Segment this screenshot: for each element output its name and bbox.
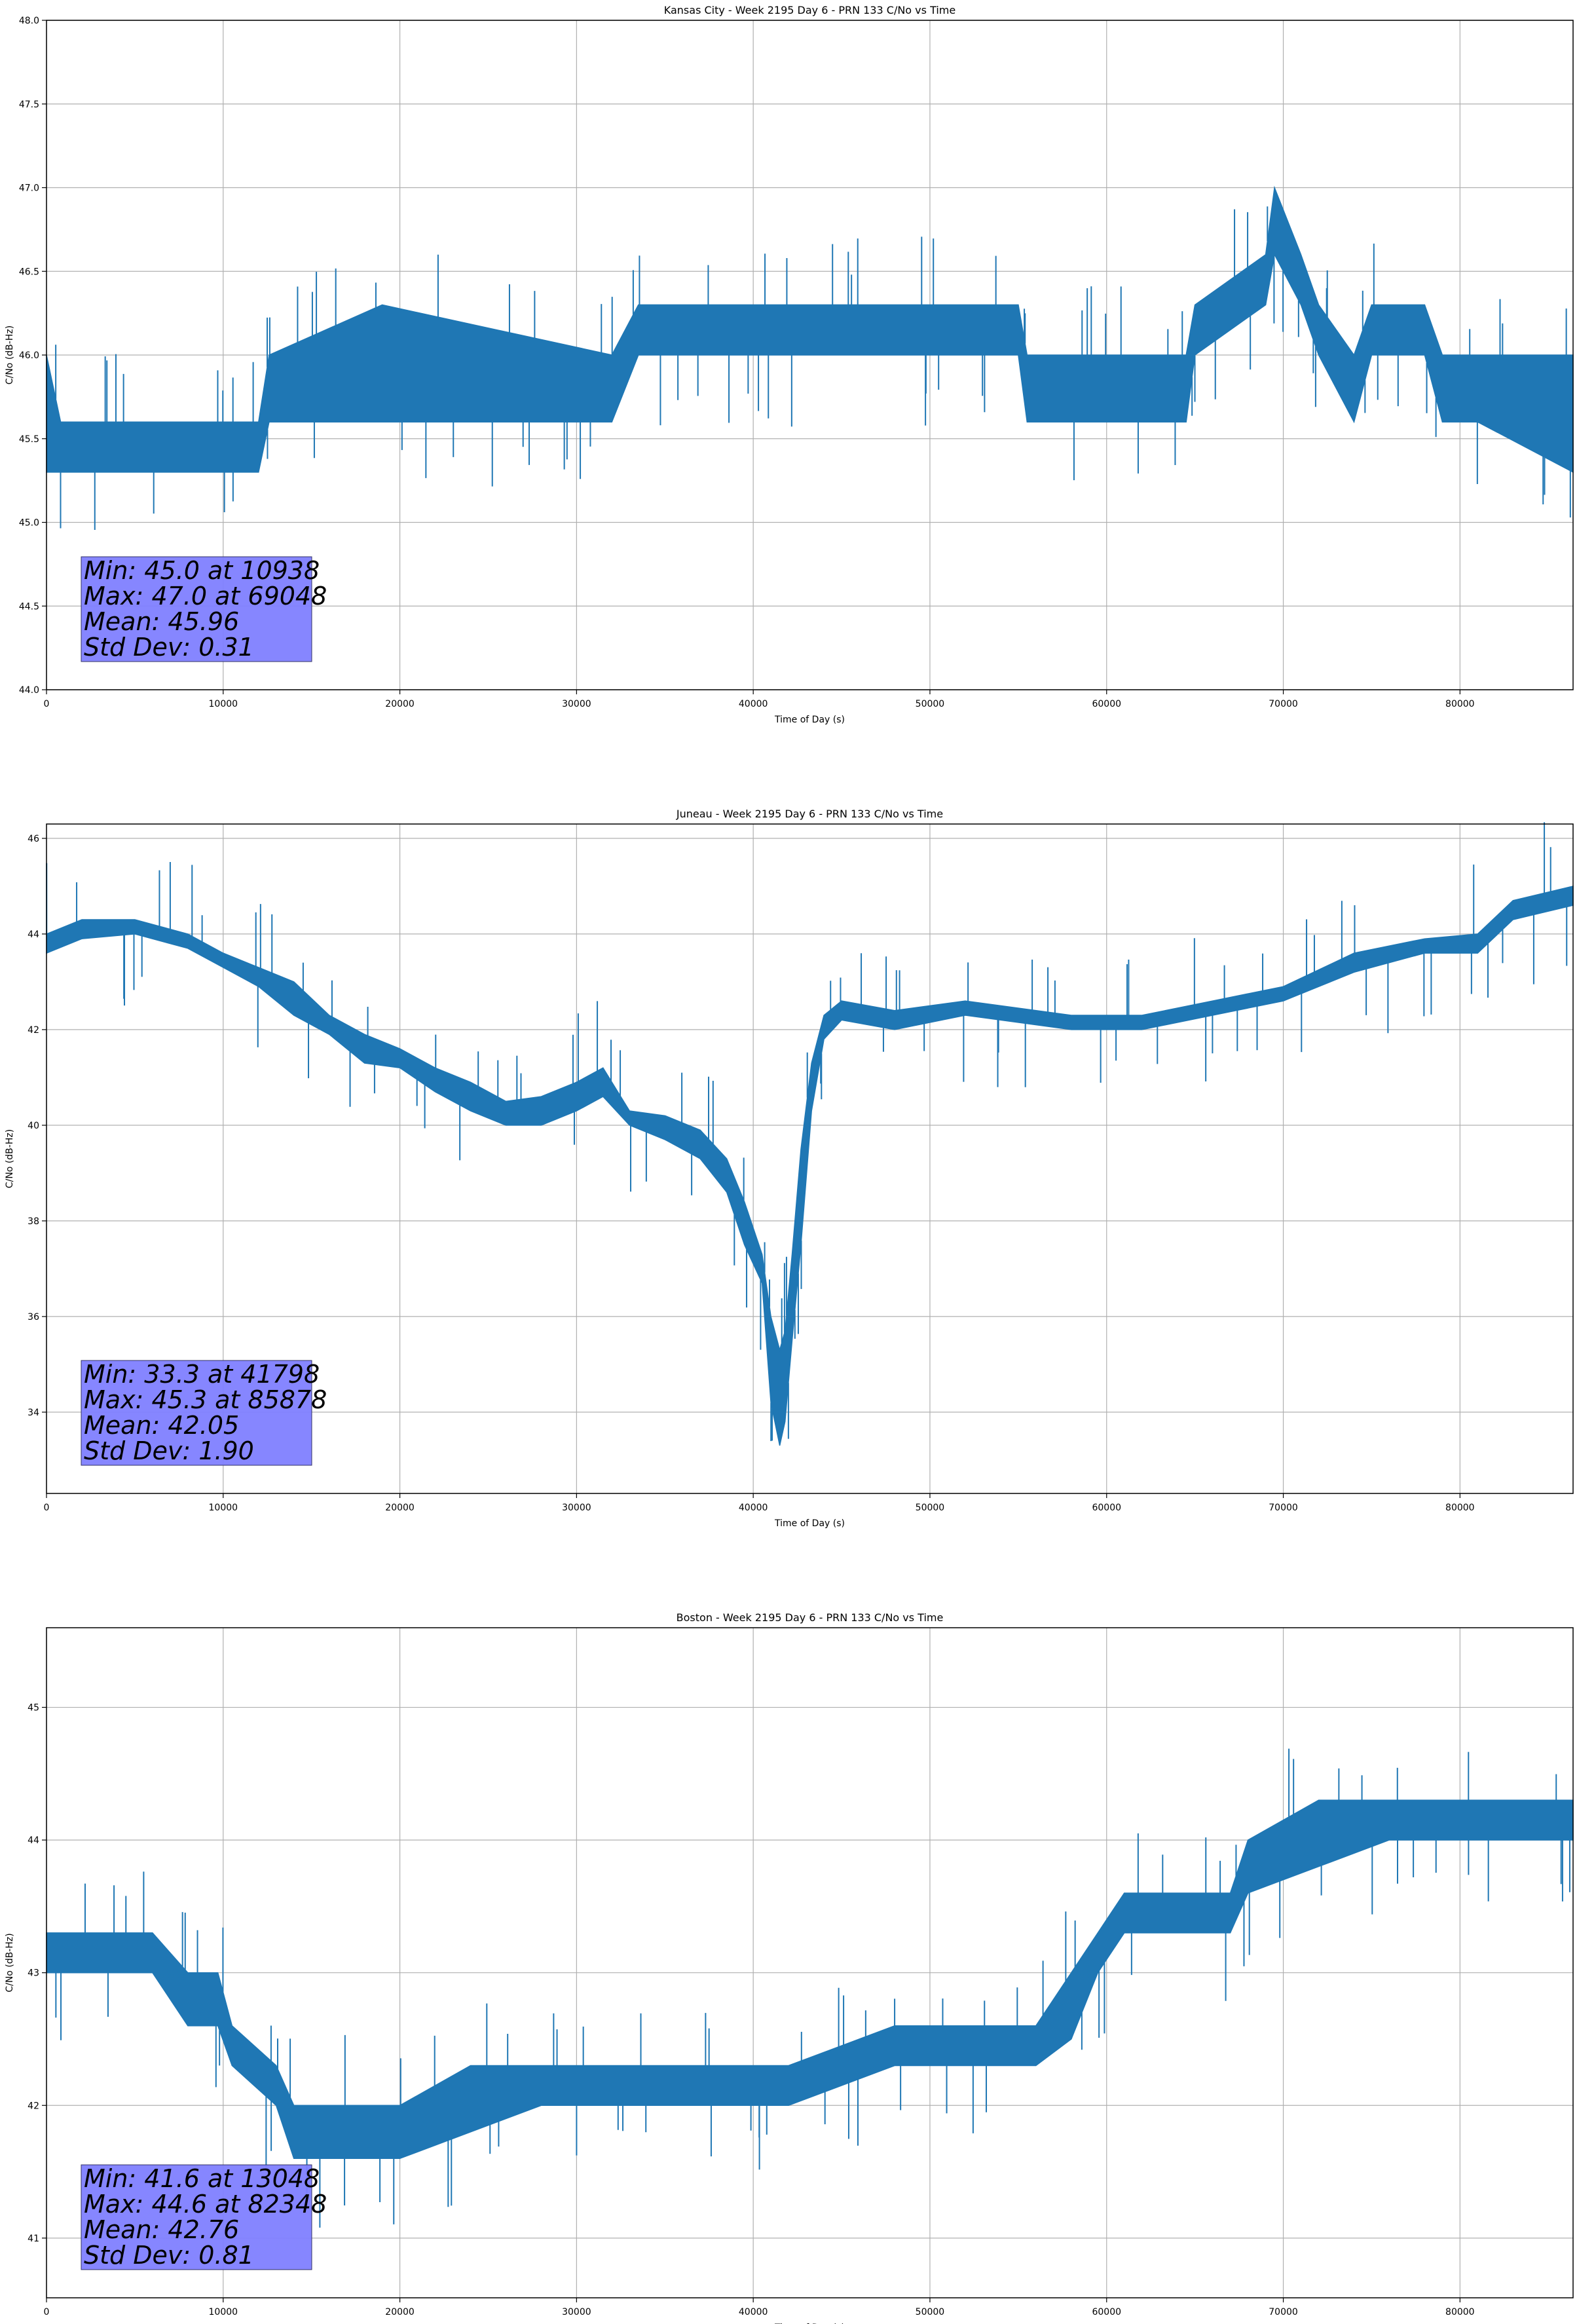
stats-line: Min: 33.3 at 41798 <box>84 1360 320 1389</box>
x-tick-label: 80000 <box>1445 2307 1475 2317</box>
x-axis-label: Time of Day (s) <box>774 1518 845 1529</box>
series-spikes-2 <box>55 1748 1570 2228</box>
x-tick-label: 0 <box>44 699 50 709</box>
x-tick-label: 70000 <box>1269 2307 1298 2317</box>
x-tick-label: 80000 <box>1445 1503 1475 1513</box>
stats-line: Std Dev: 0.81 <box>84 2241 254 2270</box>
y-tick-label: 43 <box>28 1968 39 1979</box>
stats-line: Mean: 42.76 <box>84 2215 239 2244</box>
y-tick-label: 41 <box>28 2234 39 2244</box>
stats-line: Std Dev: 1.90 <box>84 1436 254 1465</box>
x-tick-label: 70000 <box>1269 1503 1298 1513</box>
chart-title: Kansas City - Week 2195 Day 6 - PRN 133 … <box>664 4 955 16</box>
x-axis-label: Time of Day (s) <box>774 2323 845 2324</box>
y-tick-label: 44.0 <box>19 685 39 696</box>
chart-panel-0: 0 10000 20000 30000 40000 50000 60000 70000 8000… <box>5 4 1574 725</box>
series-spikes-0 <box>55 206 1571 530</box>
y-tick-label: 45.0 <box>19 518 39 529</box>
y-tick-label: 44.5 <box>19 601 39 612</box>
y-tick-label: 47.5 <box>19 100 39 110</box>
y-tick-label: 42 <box>28 1025 39 1036</box>
axes-frame <box>46 1627 1574 2298</box>
y-tick-label: 46.0 <box>19 350 39 361</box>
x-tick-label: 40000 <box>739 2307 768 2317</box>
x-tick-label: 30000 <box>562 699 591 709</box>
y-tick-label: 48.0 <box>19 16 39 26</box>
x-tick-label: 20000 <box>385 1503 415 1513</box>
x-tick-label: 60000 <box>1092 699 1121 709</box>
y-axis-label: C/No (dB-Hz) <box>5 326 15 384</box>
x-tick-label: 40000 <box>739 699 768 709</box>
x-tick-label: 30000 <box>562 1503 591 1513</box>
x-tick-label: 60000 <box>1092 1503 1121 1513</box>
x-axis-label: Time of Day (s) <box>774 715 845 725</box>
x-tick-label: 50000 <box>916 699 945 709</box>
x-tick-label: 20000 <box>385 2307 415 2317</box>
stats-line: Min: 45.0 at 10938 <box>84 556 320 585</box>
x-tick-label: 50000 <box>916 2307 945 2317</box>
y-axis-label: C/No (dB-Hz) <box>5 1933 15 1992</box>
y-tick-label: 36 <box>28 1312 39 1322</box>
stats-line: Min: 41.6 at 13048 <box>84 2164 320 2193</box>
x-tick-label: 60000 <box>1092 2307 1121 2317</box>
x-tick-label: 0 <box>44 1503 50 1513</box>
x-tick-label: 10000 <box>209 699 238 709</box>
x-tick-label: 70000 <box>1269 699 1298 709</box>
y-tick-label: 44 <box>28 929 39 940</box>
y-tick-label: 40 <box>28 1121 39 1131</box>
x-tick-label: 40000 <box>739 1503 768 1513</box>
x-tick-label: 20000 <box>385 699 415 709</box>
stats-line: Mean: 45.96 <box>84 607 239 636</box>
chart-panel-1: 0 10000 20000 30000 40000 50000 60000 70000 8000… <box>5 808 1574 1529</box>
y-tick-label: 42 <box>28 2101 39 2111</box>
chart-title: Juneau - Week 2195 Day 6 - PRN 133 C/No … <box>676 808 943 820</box>
stats-line: Max: 47.0 at 69048 <box>84 582 327 610</box>
stats-line: Max: 44.6 at 82348 <box>84 2190 327 2219</box>
x-tick-label: 80000 <box>1445 699 1475 709</box>
x-tick-label: 0 <box>44 2307 50 2317</box>
y-tick-label: 47.0 <box>19 183 39 194</box>
x-tick-label: 50000 <box>916 1503 945 1513</box>
x-tick-label: 30000 <box>562 2307 591 2317</box>
y-axis-label: C/No (dB-Hz) <box>5 1129 15 1188</box>
stats-box <box>81 1360 312 1466</box>
y-tick-label: 34 <box>28 1408 39 1418</box>
y-tick-label: 45.5 <box>19 434 39 445</box>
stats-line: Max: 45.3 at 85878 <box>84 1385 327 1414</box>
x-tick-label: 10000 <box>209 1503 238 1513</box>
y-tick-label: 38 <box>28 1216 39 1227</box>
stats-line: Mean: 42.05 <box>84 1411 239 1440</box>
y-tick-label: 45 <box>28 1703 39 1714</box>
y-tick-label: 44 <box>28 1835 39 1846</box>
x-tick-label: 10000 <box>209 2307 238 2317</box>
stats-box <box>81 556 312 662</box>
stats-box <box>81 2164 312 2270</box>
chart-title: Boston - Week 2195 Day 6 - PRN 133 C/No … <box>677 1611 944 1624</box>
axes-frame <box>46 823 1574 1494</box>
chart-panel-2: 0 10000 20000 30000 40000 50000 60000 70000 8000… <box>5 1611 1574 2324</box>
y-tick-label: 46 <box>28 834 39 844</box>
y-tick-label: 46.5 <box>19 267 39 277</box>
stats-line: Std Dev: 0.31 <box>84 633 254 662</box>
